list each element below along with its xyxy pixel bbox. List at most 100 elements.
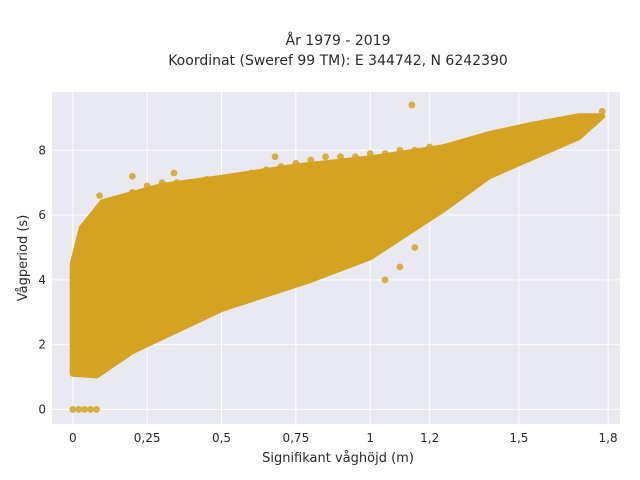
scatter-point [78,325,86,332]
x-tick-label: 1,5 [509,431,528,445]
scatter-point [337,250,344,258]
scatter-point [99,201,106,209]
y-tick-label: 6 [38,208,46,222]
scatter-point [247,169,255,177]
scatter-point [292,159,300,167]
scatter-point [500,133,508,141]
scatter-point [93,367,101,374]
scatter-point [366,150,374,157]
scatter-point [351,247,359,255]
scatter-point [307,263,315,271]
scatter-point [87,406,95,413]
scatter-point [271,153,279,161]
scatter-point [128,189,136,196]
scatter-point [545,124,553,132]
scatter-point [307,156,315,164]
scatter-point [188,312,196,319]
scatter-point [232,172,240,180]
scatter-point [337,153,344,161]
scatter-point [426,143,434,151]
scatter-point [158,179,166,187]
scatter-point [87,269,95,277]
scatter-point [194,179,202,187]
scatter-point [396,263,404,271]
y-tick-label: 4 [38,273,46,287]
scatter-point [143,338,151,345]
scatter-point [470,137,478,144]
x-tick-label: 0,5 [212,431,231,445]
scatter-point [574,117,582,125]
y-tick-label: 2 [38,338,46,352]
scatter-point [515,130,523,138]
scatter-point [485,163,493,170]
chart-title-line2: Koordinat (Sweref 99 TM): E 344742, N 62… [168,53,508,69]
y-axis-ticks: 0 2 4 6 8 [38,143,46,416]
scatter-point [75,406,83,413]
scatter-point [105,360,112,368]
scatter-point [500,153,508,161]
x-axis-ticks: 0 0,25 0,5 0,75 1 1,2 1,5 1,8 [69,431,618,445]
scatter-point [143,182,151,190]
scatter-point [411,244,419,251]
scatter-point [69,406,77,413]
scatter-point [69,367,77,374]
x-tick-label: 1,8 [599,431,618,445]
scatter-point [84,302,92,310]
scatter-point [381,150,389,157]
scatter-point [232,292,240,300]
data-points [69,101,606,413]
scatter-point [203,305,211,313]
scatter-point [277,163,285,170]
scatter-point [322,153,329,161]
x-axis-label: Signifikant våghöjd (m) [262,451,414,466]
scatter-point [598,108,606,115]
y-axis-label: Vågperiod (s) [16,215,31,302]
scatter-point [128,172,136,180]
scatter-point [158,328,166,336]
x-tick-label: 0,25 [134,431,161,445]
scatter-point [128,344,136,352]
scatter-point [81,406,89,413]
scatter-point [170,169,178,177]
scatter-point [218,176,225,183]
scatter-point [560,117,567,125]
y-tick-label: 8 [38,143,46,157]
scatter-point [530,127,538,135]
scatter-point [441,143,448,151]
scatter-point [262,282,270,290]
scatter-point [173,179,181,187]
scatter-point [456,140,463,148]
scatter-point [381,276,389,284]
scatter-point [426,211,434,219]
scatter-point [396,146,404,154]
scatter-point [96,192,103,200]
scatter-point [456,179,463,187]
scatter-point [277,276,285,284]
scatter-point [485,137,493,144]
x-tick-label: 1,2 [420,431,439,445]
scatter-point [173,321,181,329]
scatter-point [366,240,374,248]
scatter-point [75,347,83,355]
x-tick-label: 0 [69,431,77,445]
scatter-point [470,172,478,180]
scatter-point [203,176,211,183]
scatter-point [411,146,419,154]
scatter-point [322,257,329,264]
scatter-point [84,360,92,368]
scatter-point [441,195,448,203]
scatter-point [351,153,359,161]
scatter-point [90,244,98,251]
scatter-point [262,166,270,174]
scatter-point [93,218,101,225]
scatter-point [247,286,255,293]
scatter-point [408,101,416,109]
scatter-point [114,354,121,361]
scatter-point [396,227,404,235]
scatter-point [114,195,121,203]
x-tick-label: 0,75 [282,431,309,445]
scatter-point [188,179,196,187]
scatter-point [292,269,300,277]
